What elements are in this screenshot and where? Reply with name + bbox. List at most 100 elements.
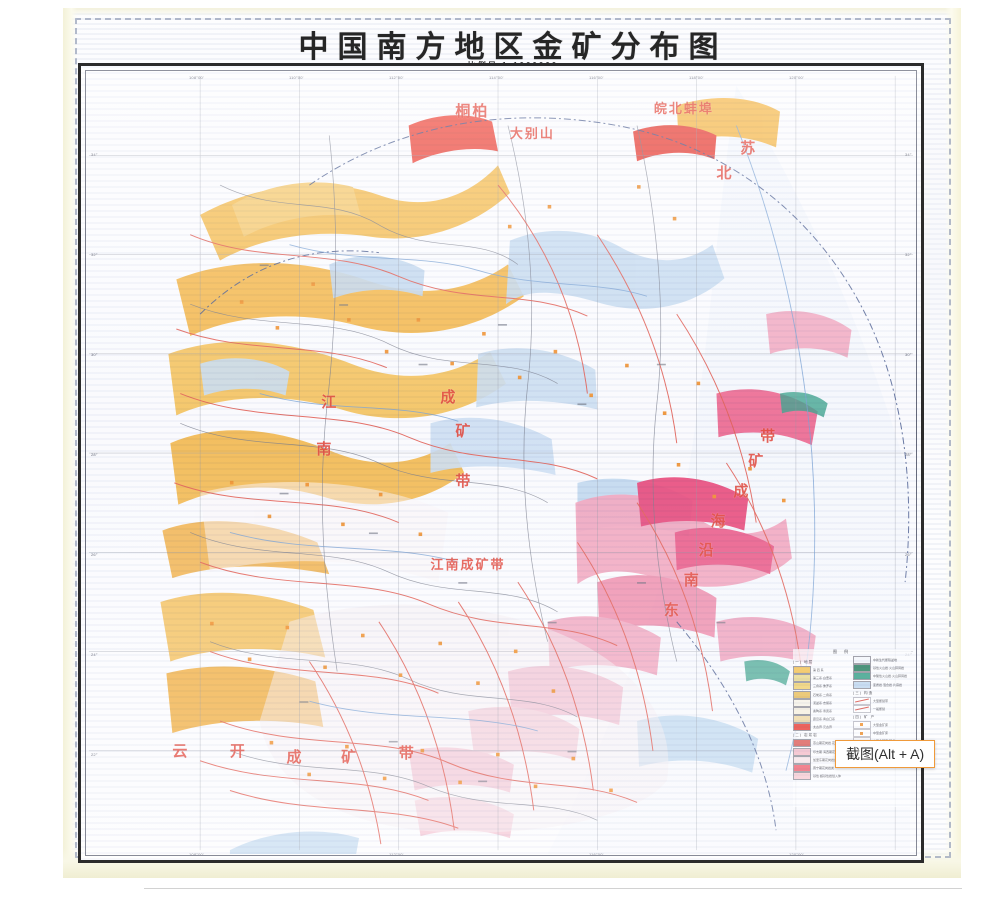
legend-point-symbol [853, 720, 871, 729]
graticule-label: 26° [91, 552, 98, 557]
viewer-right-gutter [962, 0, 994, 913]
graticule-label: 34° [905, 152, 912, 157]
legend-item-label: 一般断裂 [873, 706, 886, 711]
graticule-label: 110°00' [289, 75, 304, 80]
map-label: 开 [229, 742, 247, 760]
graticule-label: 120°00' [789, 75, 804, 80]
map-label: 皖北蚌埠 [653, 100, 714, 116]
legend-swatch [793, 666, 811, 674]
map-legend: 图 例 (一) 地层 第 四 系第三系·白垩系 三叠系·侏罗系 石炭系·二叠系 泥盆系… [793, 649, 911, 807]
map-label: 云 [172, 742, 190, 760]
legend-item: 印支期·海西期花岗岩类 [793, 747, 849, 756]
graticule-label: 22° [91, 752, 98, 757]
map-neatline-frame[interactable]: 皖北蚌埠 桐柏 大别山苏北江南成矿带江南成矿带东南沿海成矿带云开成矿带 108°00… [78, 63, 924, 863]
legend-item: 加里东期花岗岩类 [793, 755, 849, 764]
graticule-label: 30° [91, 352, 98, 357]
legend-item: 太古界·元古界 [793, 723, 849, 732]
legend-swatch [793, 763, 811, 772]
legend-swatch [793, 747, 811, 756]
legend-item: 变质岩·混合岩·片麻岩 [853, 680, 909, 689]
legend-item: 第 四 系 [793, 666, 849, 674]
legend-item: 燕山期花岗岩·花岗闪长岩 [793, 739, 849, 748]
graticule-label: 112°00' [389, 75, 404, 80]
legend-swatch [793, 690, 811, 699]
legend-heading: (三) 构造 [853, 690, 874, 695]
map-label: 苏 [740, 140, 758, 158]
map-label: 江南成矿带 [430, 557, 506, 573]
legend-item-label: 第 四 系 [813, 668, 824, 672]
graticule-label: 108°00' [189, 852, 204, 857]
legend-swatch [793, 715, 811, 724]
legend-heading: (四) 矿 产 [853, 714, 876, 719]
paper-edge-left [63, 8, 77, 878]
legend-item-label: 基性·超基性岩侵入体 [813, 774, 841, 779]
legend-item: 基性·超基性岩侵入体 [793, 772, 849, 781]
map-label: 成 [733, 482, 751, 500]
legend-item-label: 燕山期花岗岩·花岗闪长岩 [813, 741, 847, 746]
page-title: 中国南方地区金矿分布图 [298, 30, 728, 65]
graticule-label: 30° [905, 352, 912, 357]
map-label: 带 [760, 428, 778, 446]
graticule-label: 116°00' [589, 75, 604, 80]
legend-swatch [853, 672, 871, 681]
map-label: 成 [286, 748, 304, 766]
graticule-label: 116°00' [589, 852, 604, 857]
legend-swatch [793, 682, 811, 691]
legend-item: 中型金矿床 [853, 728, 909, 737]
legend-swatch [793, 698, 811, 707]
map-label: 矿 [748, 453, 766, 471]
legend-item-label: 中新生代断陷盆地 [873, 658, 898, 662]
legend-swatch [793, 739, 811, 748]
map-label: 海 [710, 512, 728, 530]
legend-item-label: 石炭系·二叠系 [813, 692, 832, 697]
legend-line-symbol [853, 704, 871, 713]
graticule-label: 28° [905, 452, 912, 457]
map-title-block: 中国南方地区金矿分布图 比例尺 1:1000000 [75, 22, 951, 70]
viewer-bottom-divider [144, 888, 962, 889]
legend-item-label: 泥盆系·志留系 [813, 700, 832, 705]
map-label: 南 [316, 441, 334, 459]
legend-item-label: 三叠系·侏罗系 [813, 684, 832, 689]
map-label: 江 [321, 393, 339, 411]
screenshot-tooltip[interactable]: 截图(Alt + A) [835, 740, 936, 768]
legend-item-label: 震旦系·青白口系 [813, 717, 835, 722]
legend-item-label: 中型金矿床 [873, 730, 889, 735]
legend-item-label: 中酸性火山岩·火山碎屑岩 [873, 674, 907, 679]
legend-item: 基性火山岩·火山碎屑岩 [853, 664, 909, 673]
graticule-label: 112°00' [389, 852, 404, 857]
legend-item-label: 奥陶系·寒武系 [813, 708, 832, 713]
legend-item-label: 太古界·元古界 [813, 725, 832, 730]
legend-swatch [853, 680, 871, 689]
legend-point-symbol [853, 728, 871, 737]
legend-item-label: 变质岩·混合岩·片麻岩 [873, 682, 902, 687]
legend-title: 图 例 [833, 649, 852, 654]
graticule-label: 32° [91, 252, 98, 257]
legend-swatch [793, 706, 811, 715]
map-label: 带 [455, 472, 473, 490]
legend-heading: (一) 地层 [793, 660, 814, 664]
map-label: 成 [440, 388, 458, 406]
legend-item-label: 第三系·白垩系 [813, 676, 832, 681]
legend-item: 第三系·白垩系 [793, 674, 849, 683]
legend-swatch [793, 755, 811, 764]
legend-item-label: 加里东期花岗岩类 [813, 757, 838, 762]
legend-item-label: 大型金矿床 [873, 722, 889, 727]
graticule-label: 118°00' [689, 75, 704, 80]
legend-item: 大型断裂带 [853, 696, 909, 705]
legend-item: 晋宁期花岗岩类 [793, 763, 849, 772]
legend-item: 中酸性火山岩·火山碎屑岩 [853, 672, 909, 681]
map-label: 南 [683, 572, 701, 590]
screenshot-tooltip-label: 截图(Alt + A) [846, 746, 925, 762]
legend-swatch [853, 664, 871, 673]
map-label: 矿 [341, 748, 359, 766]
legend-item-label: 晋宁期花岗岩类 [813, 765, 835, 770]
legend-item: 一般断裂 [853, 704, 909, 713]
legend-item: 奥陶系·寒武系 [793, 706, 849, 715]
graticule-label: 120°00' [789, 852, 804, 857]
map-label: 东 [663, 601, 681, 619]
map-label: 大别山 [509, 125, 555, 141]
legend-item: 震旦系·青白口系 [793, 715, 849, 724]
map-label: 北 [716, 165, 734, 183]
legend-item: 石炭系·二叠系 [793, 690, 849, 699]
